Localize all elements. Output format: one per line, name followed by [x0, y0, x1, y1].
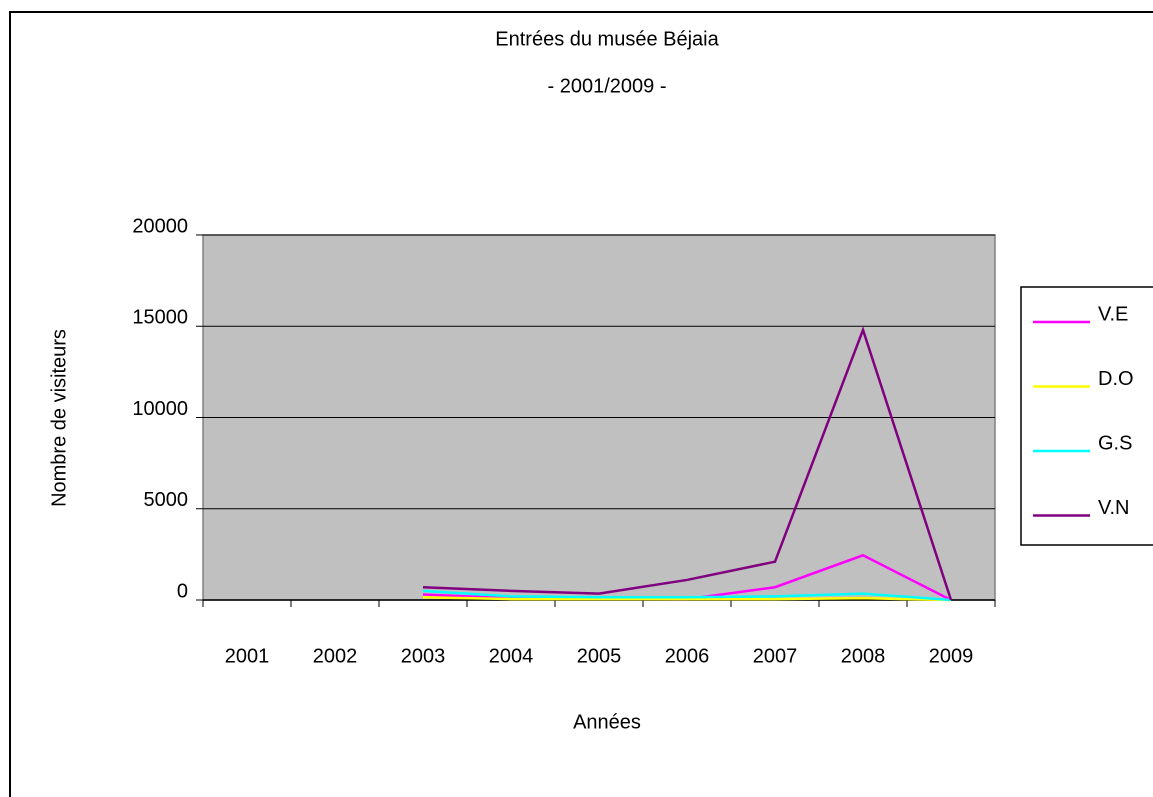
- x-tick-label: 2002: [313, 645, 358, 667]
- legend-label: V.N: [1098, 497, 1130, 519]
- y-tick-label: 5000: [144, 489, 189, 511]
- x-tick-label: 2005: [577, 645, 622, 667]
- y-tick-label: 15000: [132, 307, 188, 329]
- chart-title: Entrées du musée Béjaia: [495, 28, 719, 50]
- x-axis-label: Années: [573, 711, 641, 733]
- x-tick-label: 2004: [489, 645, 534, 667]
- y-tick-label: 20000: [132, 215, 188, 237]
- x-tick-label: 2008: [841, 645, 886, 667]
- x-tick-label: 2001: [225, 645, 270, 667]
- legend-label: G.S: [1098, 432, 1132, 454]
- legend-label: D.O: [1098, 368, 1134, 390]
- series-line: [422, 589, 952, 602]
- y-tick-label: 0: [177, 580, 188, 602]
- x-tick-label: 2003: [401, 645, 446, 667]
- legend-box: [1020, 286, 1153, 546]
- series-line: [422, 596, 952, 602]
- legend-label: V.E: [1098, 303, 1128, 325]
- y-axis-label: Nombre de visiteurs: [48, 329, 70, 507]
- y-tick-label: 10000: [132, 398, 188, 420]
- chart-subtitle: - 2001/2009 -: [548, 75, 667, 97]
- x-tick-label: 2009: [929, 645, 974, 667]
- x-tick-label: 2007: [753, 645, 798, 667]
- series-line: [422, 326, 953, 601]
- x-tick-label: 2006: [665, 645, 710, 667]
